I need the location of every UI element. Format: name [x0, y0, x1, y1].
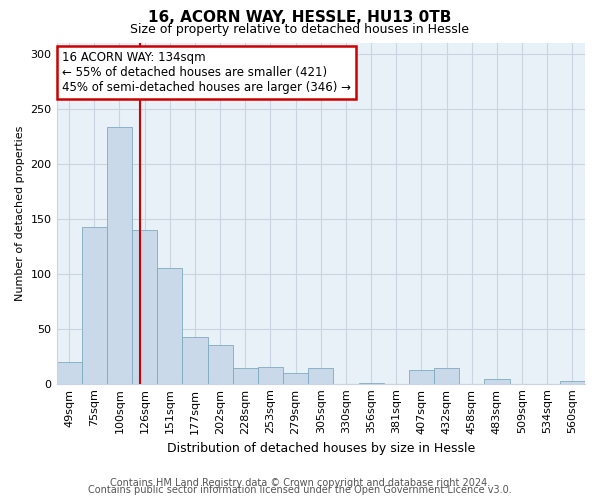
- X-axis label: Distribution of detached houses by size in Hessle: Distribution of detached houses by size …: [167, 442, 475, 455]
- Bar: [132, 230, 157, 384]
- Bar: [308, 368, 334, 384]
- Text: 16, ACORN WAY, HESSLE, HU13 0TB: 16, ACORN WAY, HESSLE, HU13 0TB: [148, 10, 452, 25]
- Bar: [409, 370, 434, 384]
- Bar: [359, 382, 383, 384]
- Bar: [56, 362, 82, 384]
- Bar: [434, 368, 459, 384]
- Bar: [484, 380, 509, 384]
- Bar: [157, 268, 182, 384]
- Text: Size of property relative to detached houses in Hessle: Size of property relative to detached ho…: [131, 22, 470, 36]
- Text: Contains HM Land Registry data © Crown copyright and database right 2024.: Contains HM Land Registry data © Crown c…: [110, 478, 490, 488]
- Bar: [107, 127, 132, 384]
- Y-axis label: Number of detached properties: Number of detached properties: [15, 126, 25, 301]
- Bar: [82, 228, 107, 384]
- Text: 16 ACORN WAY: 134sqm
← 55% of detached houses are smaller (421)
45% of semi-deta: 16 ACORN WAY: 134sqm ← 55% of detached h…: [62, 51, 351, 94]
- Text: Contains public sector information licensed under the Open Government Licence v3: Contains public sector information licen…: [88, 485, 512, 495]
- Bar: [283, 372, 308, 384]
- Bar: [233, 368, 258, 384]
- Bar: [258, 367, 283, 384]
- Bar: [208, 345, 233, 384]
- Bar: [182, 338, 208, 384]
- Bar: [560, 382, 585, 384]
